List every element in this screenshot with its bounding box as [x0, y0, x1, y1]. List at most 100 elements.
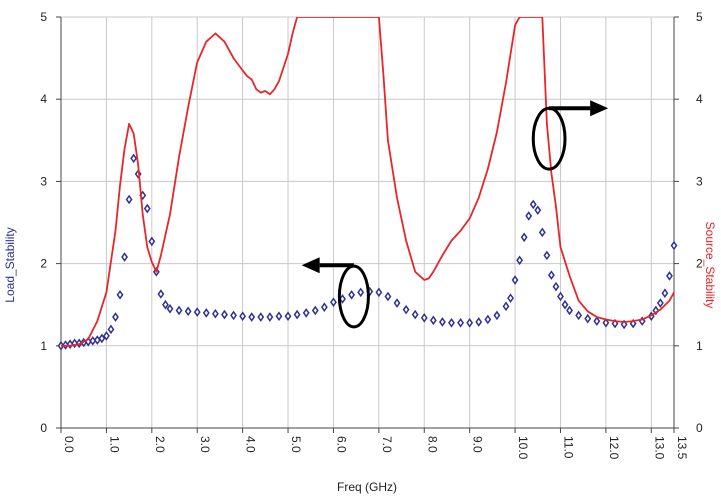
load-stability-point [384, 291, 392, 302]
grid [60, 16, 675, 429]
load-stability-point [584, 313, 592, 324]
x-tick-label: 13.5 [675, 436, 689, 460]
axis-arrow-head [590, 100, 609, 117]
load-stability-point [98, 333, 106, 344]
load-stability-point [275, 311, 283, 321]
load-stability-point [656, 298, 664, 308]
x-tick-label: 11.0 [561, 436, 575, 459]
load-stability-point [566, 305, 573, 316]
annotations [301, 100, 609, 329]
load-stability-point [248, 312, 256, 322]
plot-area [57, 17, 678, 351]
load-stability-point [116, 290, 124, 300]
x-tick-label: 0.0 [62, 436, 76, 453]
load-stability-point [330, 297, 337, 308]
y-left-tick-label: 0 [40, 421, 47, 435]
load-stability-point [311, 305, 319, 316]
load-stability-point [202, 308, 210, 318]
x-tick-label: 4.0 [244, 436, 258, 453]
load-stability-point [293, 309, 301, 320]
y-right-tick-label: 2 [696, 257, 703, 271]
x-tick-label: 8.0 [425, 436, 439, 453]
load-stability-point [534, 205, 542, 215]
load-stability-point [266, 312, 274, 322]
load-stability-point [420, 313, 428, 323]
load-stability-point [148, 236, 156, 247]
x-tick-label: 6.0 [334, 436, 348, 453]
axes [56, 16, 679, 433]
load-stability-point [557, 291, 564, 302]
load-stability-point [175, 305, 183, 316]
load-stability-point [466, 317, 474, 328]
source-stability-line [61, 17, 674, 347]
load-stability-point [143, 203, 151, 214]
load-stability-point [661, 288, 669, 298]
x-tick-label: 5.0 [289, 436, 303, 453]
load-stability-point [670, 240, 678, 251]
load-stability-point [457, 317, 465, 328]
load-stability-point [112, 312, 119, 322]
y-left-tick-label: 5 [40, 10, 47, 24]
load-stability-point [102, 331, 110, 341]
x-tick-label: 7.0 [380, 436, 394, 453]
load-stability-point [525, 211, 533, 221]
y-right-tick-label: 3 [696, 174, 703, 188]
y-right-tick-label: 5 [696, 10, 703, 24]
load-stability-point [302, 308, 310, 318]
load-stability-point [475, 317, 483, 327]
tick-labels: 0.0 1.0 2.0 3.0 4.0 5.0 6.0 7.0 8.0 9.0 10.0 11.0 12… [40, 10, 703, 460]
load-stability-point [516, 255, 524, 266]
load-stability-point [511, 275, 519, 285]
load-stability-point [221, 309, 228, 320]
load-stability-point [320, 302, 328, 312]
load-stability-point [211, 308, 219, 319]
load-stability-point [502, 301, 510, 312]
load-stability-point [375, 287, 383, 298]
load-stability-point [166, 304, 174, 314]
load-stability-point [547, 270, 555, 280]
y-left-tick-label: 3 [40, 174, 47, 188]
y-right-tick-label: 0 [696, 421, 703, 435]
x-axis-title: Freq (GHz) [337, 480, 397, 494]
y-right-tick-label: 4 [696, 92, 703, 106]
load-stability-point [666, 271, 673, 281]
load-stability-point [193, 307, 201, 317]
load-stability-point [257, 312, 265, 322]
load-stability-point [520, 232, 528, 243]
load-stability-point [629, 318, 637, 329]
load-stability-point [230, 310, 237, 321]
load-stability-point [107, 324, 115, 335]
load-stability-point [348, 290, 356, 300]
x-tick-label: 9.0 [471, 436, 485, 453]
load-stability-point [561, 299, 569, 310]
load-stability-point [529, 199, 537, 210]
load-stability-point [429, 315, 437, 326]
load-stability-point [130, 153, 138, 164]
load-stability-point [284, 311, 292, 321]
load-stability-point [552, 281, 560, 292]
load-stability-point [125, 194, 133, 205]
load-stability-point [162, 299, 169, 310]
load-stability-point [602, 317, 610, 328]
load-stability-point [411, 309, 419, 320]
load-stability-point [538, 227, 546, 238]
load-stability-point [239, 311, 247, 321]
y-left-tick-label: 1 [40, 339, 47, 353]
x-tick-label: 12.0 [607, 436, 621, 460]
load-stability-point [439, 317, 446, 327]
load-stability-point [543, 250, 551, 261]
load-stability-point [593, 316, 601, 326]
load-stability-point [507, 293, 514, 303]
load-stability-point [575, 310, 583, 321]
load-stability-point [484, 314, 492, 325]
load-stability-point [393, 298, 401, 308]
y-left-tick-label: 2 [40, 257, 47, 271]
load-stability-point [121, 252, 128, 262]
y-axis-left-title: Load_Stability [3, 227, 17, 302]
x-tick-label: 2.0 [153, 436, 167, 453]
x-tick-label: 10.0 [516, 436, 530, 460]
load-stability-point [402, 304, 410, 315]
load-stability-point [357, 287, 365, 298]
